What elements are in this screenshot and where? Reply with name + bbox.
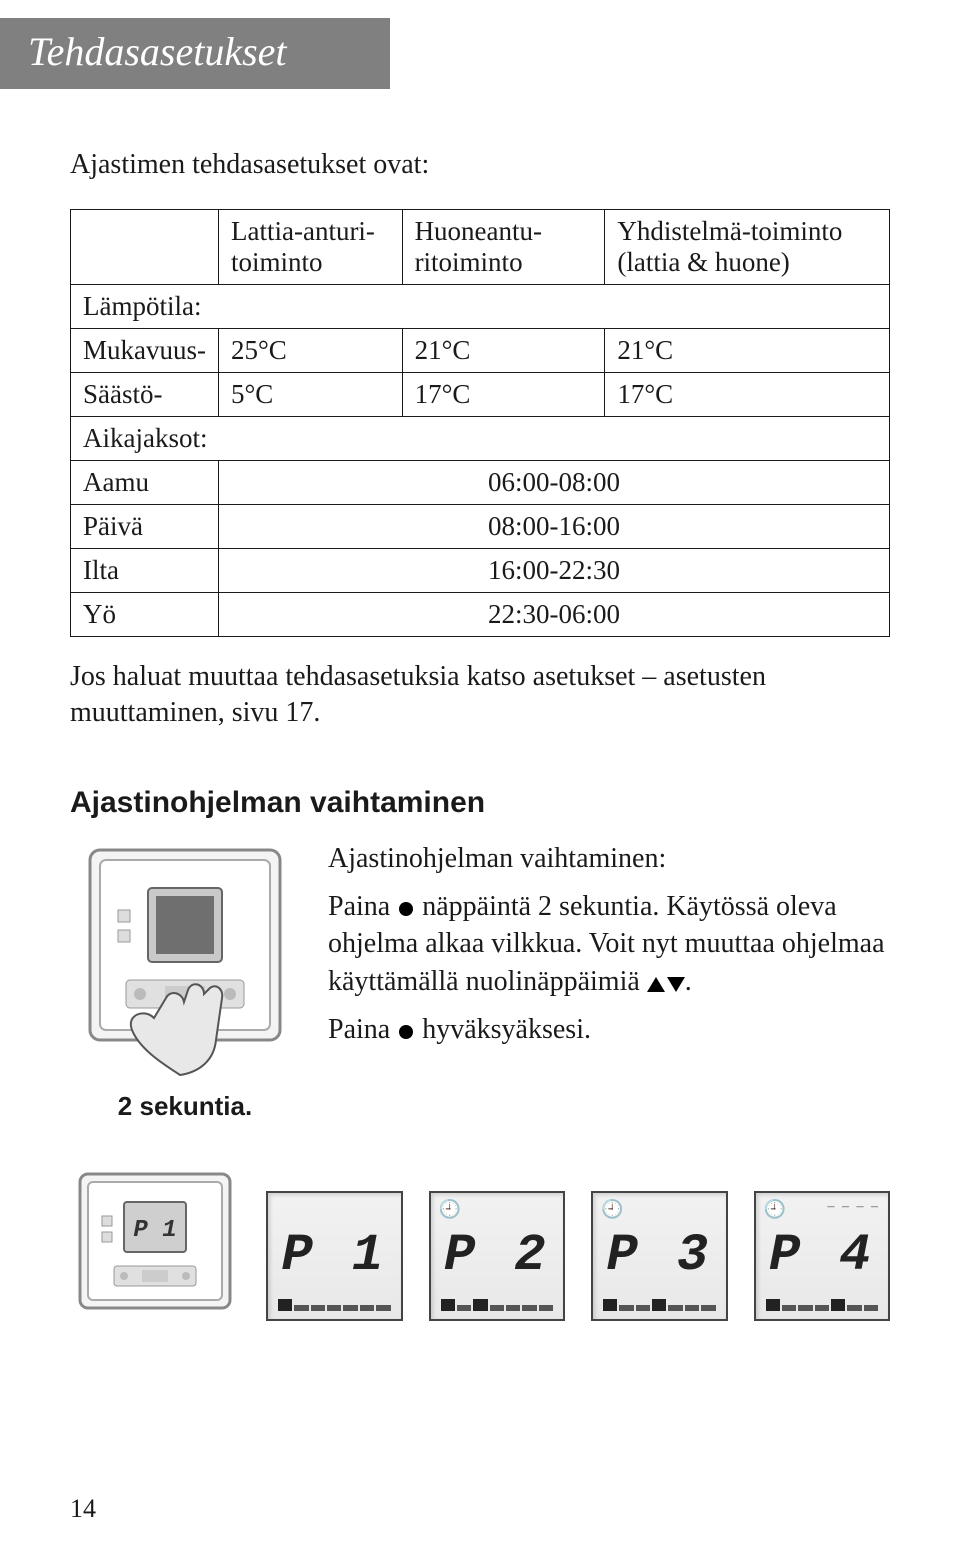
lcd-text: P 2	[444, 1230, 550, 1282]
cell-span: 06:00-08:00	[219, 461, 890, 505]
clock-icon: 🕘	[601, 1199, 623, 1220]
table-header-col1: Lattia-anturi-toiminto	[219, 210, 403, 285]
cell-label: Säästö-	[71, 373, 219, 417]
table-section-periods: Aikajaksot:	[71, 417, 890, 461]
up-arrow-icon	[647, 977, 665, 992]
cell-value: 21°C	[402, 329, 605, 373]
instruction-line1: Ajastinohjelman vaihtaminen:	[328, 840, 890, 878]
table-row: Aamu 06:00-08:00	[71, 461, 890, 505]
cell-value: 21°C	[605, 329, 890, 373]
table-row: Päivä 08:00-16:00	[71, 505, 890, 549]
table-row: Ilta 16:00-22:30	[71, 549, 890, 593]
cell-span: 08:00-16:00	[219, 505, 890, 549]
cell-label: Mukavuus-	[71, 329, 219, 373]
settings-table: Lattia-anturi-toiminto Huoneantu-ritoimi…	[70, 209, 890, 637]
cell-value: 25°C	[219, 329, 403, 373]
table-header-empty	[71, 210, 219, 285]
lcd-display: 🕘 P 2	[429, 1191, 566, 1321]
lcd-display: P 1	[266, 1191, 403, 1321]
table-row: Mukavuus- 25°C 21°C 21°C	[71, 329, 890, 373]
cell-value: 17°C	[402, 373, 605, 417]
thermostat-with-hand-illustration: 2 sekuntia.	[70, 840, 300, 1122]
text-part: Paina	[328, 891, 390, 922]
table-section-temp: Lämpötila:	[71, 285, 890, 329]
page-number: 14	[70, 1494, 96, 1524]
lcd-bars	[766, 1299, 879, 1311]
cell-span: 16:00-22:30	[219, 549, 890, 593]
program-displays-row: P 1 P 1 🕘 P 2 🕘 P 3 🕘 – – – –	[70, 1166, 890, 1321]
lcd-bars	[603, 1299, 716, 1311]
intro-text: Ajastimen tehdasasetukset ovat:	[70, 149, 890, 181]
text-part: hyväksyäksesi.	[422, 1014, 591, 1045]
instruction-line3: Paina hyväksyäksesi.	[328, 1011, 890, 1049]
thermostat-small-icon: P 1	[70, 1166, 240, 1316]
down-arrow-icon	[667, 977, 685, 992]
cell-label: Ilta	[71, 549, 219, 593]
instruction-text: Ajastinohjelman vaihtaminen: Paina näppä…	[328, 840, 890, 1059]
cell-label: Yö	[71, 593, 219, 637]
table-header-col3: Yhdistelmä-toiminto (lattia & huone)	[605, 210, 890, 285]
after-table-note: Jos haluat muuttaa tehdasasetuksia katso…	[70, 659, 890, 732]
table-header-col2: Huoneantu-ritoiminto	[402, 210, 605, 285]
cell-span: 22:30-06:00	[219, 593, 890, 637]
cell-value: 17°C	[605, 373, 890, 417]
table-row: Säästö- 5°C 17°C 17°C	[71, 373, 890, 417]
page-title-tab: Tehdasasetukset	[0, 18, 390, 89]
instruction-line2: Paina näppäintä 2 sekuntia. Käytössä ole…	[328, 888, 890, 1001]
instruction-row: 2 sekuntia. Ajastinohjelman vaihtaminen:…	[70, 840, 890, 1122]
illustration-caption: 2 sekuntia.	[70, 1091, 300, 1122]
svg-text:P 1: P 1	[133, 1217, 176, 1244]
thermostat-small-illustration: P 1	[70, 1166, 240, 1321]
lcd-text: P 1	[281, 1230, 387, 1282]
lcd-display: 🕘 P 3	[591, 1191, 728, 1321]
cell-label: Aamu	[71, 461, 219, 505]
periods-section-label: Aikajaksot:	[71, 417, 890, 461]
temp-section-label: Lämpötila:	[71, 285, 890, 329]
clock-icon: 🕘	[764, 1199, 786, 1220]
lcd-text: P 3	[606, 1230, 712, 1282]
table-header-row: Lattia-anturi-toiminto Huoneantu-ritoimi…	[71, 210, 890, 285]
lcd-bars	[278, 1299, 391, 1311]
table-row: Yö 22:30-06:00	[71, 593, 890, 637]
text-part: .	[685, 966, 692, 997]
text-part: Paina	[328, 1014, 390, 1045]
subheading: Ajastinohjelman vaihtaminen	[70, 786, 890, 820]
cell-label: Päivä	[71, 505, 219, 549]
thermostat-hand-icon	[70, 840, 300, 1080]
lcd-text: P 4	[769, 1230, 875, 1282]
lcd-display: 🕘 – – – – P 4	[754, 1191, 891, 1321]
dot-button-icon	[399, 902, 413, 916]
lcd-bars	[441, 1299, 554, 1311]
lcd-topdash: – – – –	[828, 1199, 881, 1215]
clock-icon: 🕘	[439, 1199, 461, 1220]
page: Tehdasasetukset Ajastimen tehdasasetukse…	[0, 0, 960, 1550]
cell-value: 5°C	[219, 373, 403, 417]
page-title: Tehdasasetukset	[28, 29, 287, 74]
dot-button-icon	[399, 1025, 413, 1039]
